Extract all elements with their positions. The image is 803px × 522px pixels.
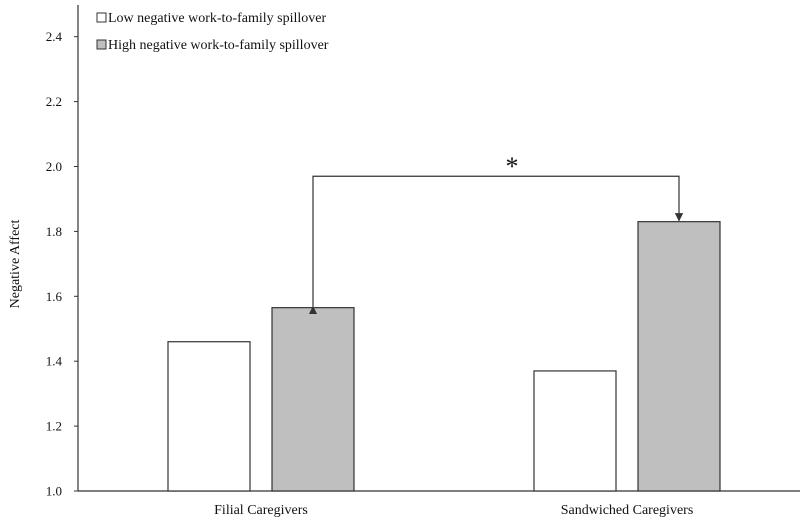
bar-low-filial: [167, 341, 251, 492]
legend-label-high: High negative work-to-family spillover: [108, 38, 329, 53]
y-tick-label: 1.8: [46, 224, 62, 239]
y-axis-label: Negative Affect: [8, 220, 23, 309]
significance-marker: *: [506, 152, 519, 181]
legend-swatch-high: [96, 39, 107, 50]
bar-high-sandwiched: [637, 221, 721, 492]
y-tick-label: 1.4: [46, 354, 63, 369]
legend-swatch-low: [96, 12, 107, 23]
y-tick-label: 2.2: [46, 94, 62, 109]
bar-low-sandwiched: [533, 370, 617, 492]
y-tick-label: 1.2: [46, 419, 62, 434]
bar-high-filial: [271, 307, 355, 492]
y-tick-label: 2.0: [46, 159, 62, 174]
y-tick-label: 1.0: [46, 484, 62, 499]
x-category-label: Filial Caregivers: [214, 503, 308, 518]
y-tick-label: 2.4: [46, 29, 63, 44]
significance-annotation: *: [308, 152, 684, 315]
y-tick-label: 1.6: [46, 289, 63, 304]
significance-bracket: [308, 175, 684, 315]
legend: Low negative work-to-family spillover Hi…: [96, 11, 329, 53]
legend-label-low: Low negative work-to-family spillover: [108, 11, 326, 26]
x-category-label: Sandwiched Caregivers: [561, 503, 694, 518]
